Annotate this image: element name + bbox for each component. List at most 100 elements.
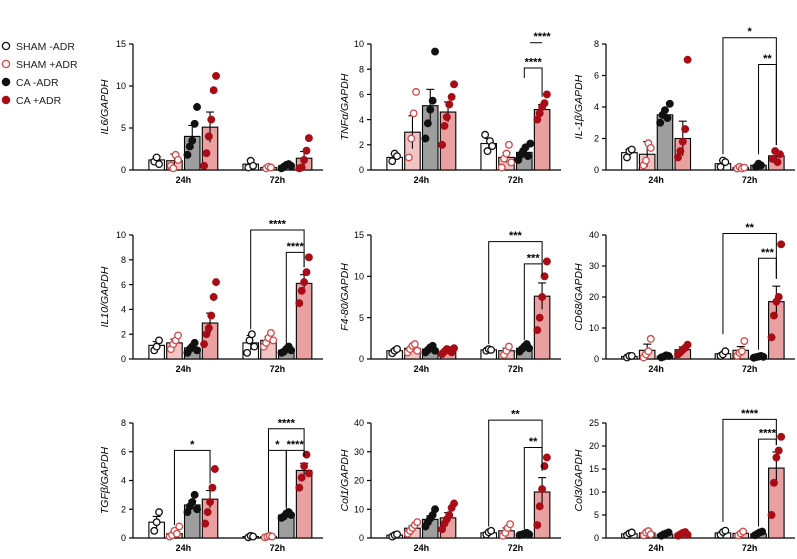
data-point bbox=[681, 125, 690, 133]
data-point bbox=[206, 498, 214, 507]
x-category-label: 72h bbox=[508, 364, 524, 374]
data-point bbox=[665, 99, 674, 108]
y-tick-label: 0 bbox=[359, 354, 364, 364]
x-category-label: 24h bbox=[176, 364, 192, 374]
data-point bbox=[209, 293, 218, 301]
significance-bracket bbox=[523, 263, 543, 340]
x-category-label: 24h bbox=[176, 543, 192, 553]
y-tick-label: 0 bbox=[359, 165, 364, 175]
y-tick-label: 10 bbox=[589, 487, 599, 497]
data-point bbox=[769, 311, 778, 320]
y-tick-label: 4 bbox=[594, 102, 599, 112]
y-tick-label: 0 bbox=[594, 354, 599, 364]
significance-label: **** bbox=[534, 31, 552, 43]
data-point bbox=[413, 346, 422, 355]
y-tick-label: 8 bbox=[121, 418, 126, 428]
legend-label: CA -ADR bbox=[16, 77, 59, 89]
x-category-label: 72h bbox=[270, 364, 286, 374]
data-point bbox=[442, 113, 451, 122]
y-axis-label: Col3/GAPDH bbox=[573, 449, 585, 511]
data-point bbox=[663, 114, 672, 122]
y-tick-label: 0 bbox=[121, 165, 126, 175]
data-point bbox=[203, 508, 212, 517]
data-point bbox=[304, 253, 313, 262]
data-point bbox=[758, 527, 767, 536]
data-point bbox=[207, 115, 216, 124]
significance-bracket bbox=[758, 257, 777, 350]
legend-label: SHAM -ADR bbox=[16, 41, 75, 53]
data-point bbox=[174, 331, 182, 340]
data-point bbox=[483, 147, 492, 156]
significance-bracket bbox=[268, 428, 305, 457]
data-point bbox=[200, 161, 208, 170]
data-point bbox=[497, 163, 506, 172]
data-point bbox=[300, 278, 309, 287]
significance-bracket bbox=[173, 449, 211, 526]
legend-label: CA +ADR bbox=[16, 95, 62, 107]
data-point bbox=[152, 153, 161, 162]
data-point bbox=[535, 502, 544, 511]
significance-label: ** bbox=[745, 222, 754, 234]
data-point bbox=[502, 149, 511, 158]
chart-panel-4: 0 2 4 6 8 10 IL10/GAPDH 24h 72h ******** bbox=[99, 219, 323, 374]
data-point bbox=[523, 152, 532, 161]
y-tick-label: 4 bbox=[121, 305, 126, 315]
data-point bbox=[488, 142, 497, 151]
data-point bbox=[297, 163, 306, 172]
data-point bbox=[674, 153, 682, 162]
legend-marker bbox=[1, 41, 11, 51]
significance-label: **** bbox=[741, 408, 759, 420]
x-category-label: 72h bbox=[742, 543, 758, 553]
data-point bbox=[150, 526, 159, 535]
data-point bbox=[542, 257, 551, 266]
data-point bbox=[646, 530, 655, 539]
data-point bbox=[426, 105, 435, 114]
data-point bbox=[721, 347, 730, 356]
y-axis-label: CD68/GAPDH bbox=[573, 263, 585, 331]
y-tick-label: 15 bbox=[354, 230, 364, 240]
data-point bbox=[268, 532, 277, 541]
data-point bbox=[297, 473, 306, 482]
y-tick-label: 15 bbox=[116, 39, 126, 49]
data-point bbox=[423, 119, 432, 128]
data-point bbox=[535, 109, 544, 118]
y-tick-label: 6 bbox=[594, 71, 599, 81]
data-point bbox=[533, 521, 542, 530]
data-point bbox=[287, 161, 296, 170]
data-point bbox=[777, 432, 786, 441]
y-tick-label: 2 bbox=[121, 504, 126, 514]
significance-bracket bbox=[488, 419, 543, 527]
data-point bbox=[407, 134, 416, 143]
data-point bbox=[683, 55, 692, 64]
x-category-label: 24h bbox=[648, 364, 664, 374]
data-point bbox=[678, 137, 687, 146]
data-point bbox=[212, 71, 220, 80]
data-point bbox=[243, 348, 252, 357]
data-point bbox=[204, 324, 213, 332]
data-point bbox=[266, 163, 275, 172]
data-point bbox=[721, 158, 730, 167]
significance-label: ** bbox=[763, 53, 772, 65]
significance-bracket bbox=[758, 63, 777, 155]
y-axis-label: IL6/GAPDH bbox=[99, 79, 111, 134]
data-point bbox=[769, 478, 778, 487]
data-point bbox=[737, 347, 746, 356]
y-tick-label: 30 bbox=[589, 261, 599, 271]
data-point bbox=[507, 158, 516, 167]
data-point bbox=[249, 161, 258, 170]
data-point bbox=[538, 485, 547, 494]
data-point bbox=[208, 483, 217, 492]
data-point bbox=[538, 293, 547, 301]
data-point bbox=[646, 334, 655, 343]
y-tick-label: 10 bbox=[354, 504, 364, 514]
significance-label: *** bbox=[527, 252, 541, 264]
data-point bbox=[644, 347, 653, 356]
data-point bbox=[773, 158, 782, 167]
x-category-label: 24h bbox=[414, 364, 430, 374]
y-tick-label: 0 bbox=[121, 354, 126, 364]
data-point bbox=[413, 518, 422, 527]
data-point bbox=[642, 156, 650, 165]
significance-bracket bbox=[758, 438, 777, 527]
data-point bbox=[676, 147, 685, 156]
